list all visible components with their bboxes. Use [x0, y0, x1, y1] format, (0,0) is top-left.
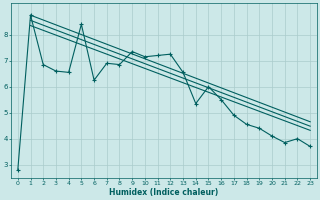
X-axis label: Humidex (Indice chaleur): Humidex (Indice chaleur)	[109, 188, 219, 197]
